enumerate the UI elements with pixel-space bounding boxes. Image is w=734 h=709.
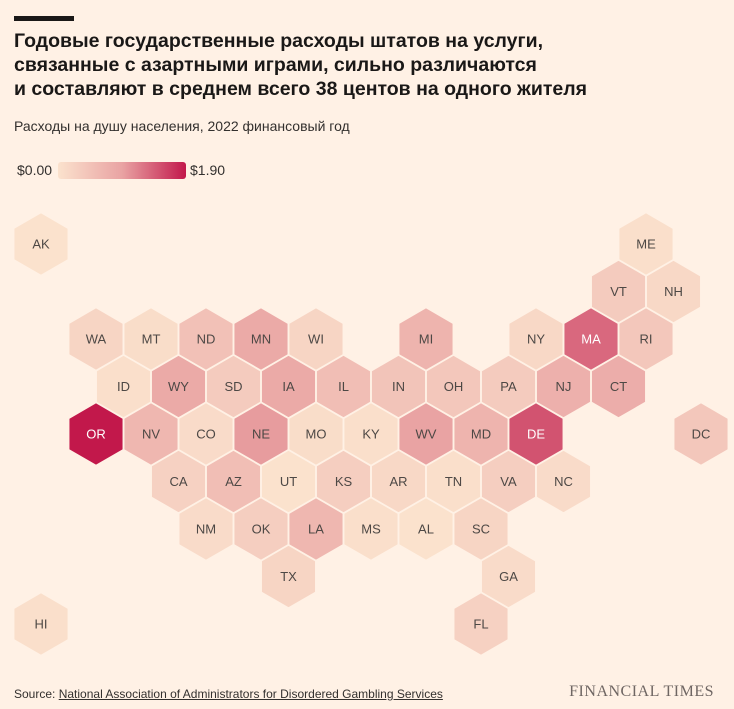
ft-logo: FINANCIAL TIMES [569,683,714,700]
state-label: OK [252,522,271,537]
source-label: Source: [14,687,59,701]
hex-state-ny: NY [507,306,565,372]
state-label: DE [527,427,545,442]
source-link[interactable]: National Association of Administrators f… [58,687,443,701]
hex-state-ri: RI [617,306,675,372]
hex-tile [590,354,647,419]
state-label: KS [335,474,353,489]
source-note: Source: National Association of Administ… [14,687,443,701]
hex-state-ms: MS [342,496,400,562]
title-line-1: Годовые государственные расходы штатов н… [14,30,544,52]
state-label: AL [418,522,434,537]
state-label: CO [196,427,216,442]
state-label: NH [664,284,683,299]
state-label: ME [636,237,656,252]
hex-tile [672,401,730,467]
state-label: TX [280,569,297,584]
hex-tile-map: AK ME VT NH WA MT ND MN WI MI NY MA RI ID WY SD IA IL IN OH… [12,211,730,657]
state-label: WI [308,332,324,347]
state-label: MO [306,427,327,442]
state-label: OR [86,427,106,442]
state-label: SC [472,522,490,537]
hex-state-wi: WI [287,306,345,372]
hex-tile [535,449,592,514]
state-label: NC [554,474,573,489]
hex-state-co: CO [177,401,235,467]
state-label: GA [499,569,518,584]
state-label: WA [86,332,107,347]
state-label: NV [142,427,160,442]
state-label: PA [500,379,517,394]
hex-state-fl: FL [452,591,510,657]
legend-min-label: $0.00 [17,162,53,178]
state-label: MA [581,332,601,347]
state-label: FL [473,617,488,632]
hex-state-me: ME [617,211,675,277]
title-line-2: связанные с азартными играми, сильно раз… [14,54,537,76]
state-label: TN [445,474,462,489]
state-label: LA [308,522,324,537]
top-rule [14,16,74,21]
state-label: NJ [556,379,572,394]
hex-state-oh: OH [425,354,482,419]
hex-state-de: DE [507,401,565,467]
state-label: NE [252,427,270,442]
state-label: AK [32,237,50,252]
state-label: MI [419,332,433,347]
state-label: MS [361,522,381,537]
hex-state-nc: NC [535,449,592,514]
hex-state-ak: AK [12,211,70,277]
title-line-3: и составляют в среднем всего 38 центов н… [14,78,588,100]
state-label: MN [251,332,271,347]
legend-gradient-bar [58,162,186,179]
hex-tile [12,591,70,657]
state-label: MD [471,427,491,442]
state-label: IA [282,379,295,394]
state-label: SD [224,379,242,394]
hex-state-dc: DC [672,401,730,467]
state-label: KY [362,427,380,442]
state-label: VA [500,474,517,489]
state-label: CA [169,474,187,489]
state-label: RI [640,332,653,347]
state-label: ND [197,332,216,347]
state-label: WV [416,427,437,442]
hex-tile [260,544,317,609]
state-label: MT [142,332,161,347]
state-label: NY [527,332,545,347]
hex-state-nm: NM [177,496,235,562]
chart-title: Годовые государственные расходы штатов н… [14,29,714,101]
hex-state-hi: HI [12,591,70,657]
state-label: AZ [225,474,242,489]
hex-state-wv: WV [397,401,455,467]
state-label: CT [610,379,627,394]
chart-subtitle: Расходы на душу населения, 2022 финансов… [14,118,350,134]
state-label: IN [392,379,405,394]
hex-tile [12,211,70,277]
state-label: OH [444,379,464,394]
state-label: HI [35,617,48,632]
state-label: AR [389,474,407,489]
state-label: NM [196,522,216,537]
state-label: IL [338,379,349,394]
hex-state-ct: CT [590,354,647,419]
state-label: WY [168,379,189,394]
state-label: VT [610,284,627,299]
state-label: DC [692,427,711,442]
hex-tile [452,591,510,657]
state-label: UT [280,474,297,489]
state-label: ID [117,379,130,394]
legend-max-label: $1.90 [190,162,226,178]
hex-state-tx: TX [260,544,317,609]
